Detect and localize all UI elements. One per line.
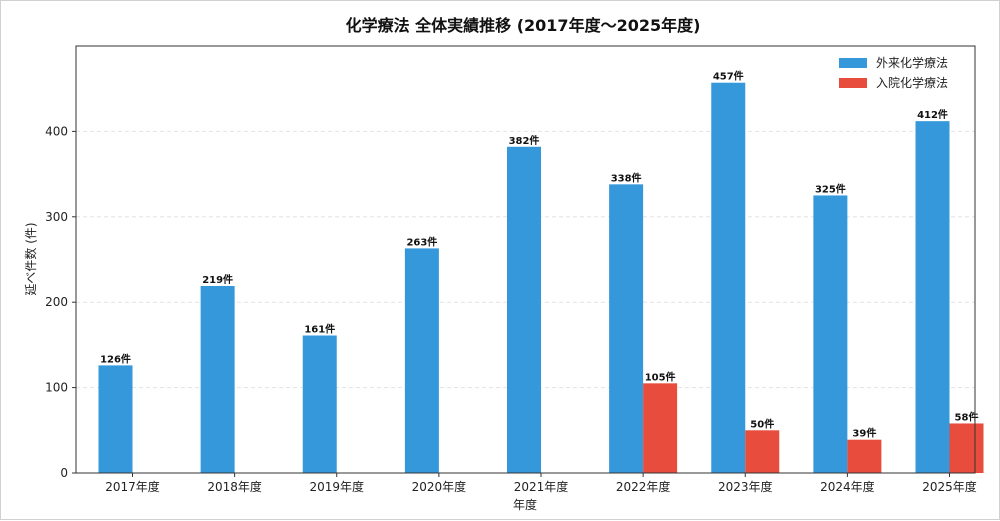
x-tick-label: 2018年度 xyxy=(207,479,262,494)
x-tick-label: 2019年度 xyxy=(309,479,364,494)
bar-外来化学療法-2020年度 xyxy=(404,248,439,473)
bar-入院化学療法-2022年度 xyxy=(643,383,678,473)
x-axis-label: 年度 xyxy=(513,497,537,512)
bar-value-label: 105件 xyxy=(645,370,676,383)
bar-外来化学療法-2023年度 xyxy=(711,82,746,474)
legend-swatch xyxy=(839,58,867,68)
y-tick-label: 300 xyxy=(45,210,68,224)
x-tick-label: 2025年度 xyxy=(922,479,977,494)
bar-value-label: 219件 xyxy=(202,273,233,286)
bar-外来化学療法-2024年度 xyxy=(813,195,848,473)
legend-label: 入院化学療法 xyxy=(876,75,948,90)
bar-value-label: 161件 xyxy=(304,323,335,336)
y-axis-ticks: 0 100 200 300 400 xyxy=(45,124,76,480)
y-tick-label: 100 xyxy=(45,381,68,395)
y-tick-label: 0 xyxy=(60,466,68,480)
bar-value-label: 412件 xyxy=(917,108,948,121)
y-tick-label: 200 xyxy=(45,295,68,309)
bar-外来化学療法-2018年度 xyxy=(200,285,235,473)
bar-value-label: 58件 xyxy=(955,410,979,423)
plot-area xyxy=(75,45,976,474)
y-axis-label: 延べ件数 (件) xyxy=(23,222,38,295)
bar-value-label: 50件 xyxy=(750,417,774,430)
x-tick-label: 2021年度 xyxy=(514,479,569,494)
x-tick-label: 2022年度 xyxy=(616,479,671,494)
bar-value-label: 382件 xyxy=(509,134,540,147)
legend-label: 外来化学療法 xyxy=(876,55,948,70)
bar-value-label: 39件 xyxy=(852,427,876,440)
y-tick-label: 400 xyxy=(45,124,68,138)
x-tick-label: 2020年度 xyxy=(412,479,467,494)
bar-value-label: 263件 xyxy=(406,235,437,248)
legend-swatch xyxy=(839,78,867,88)
bar-value-label: 126件 xyxy=(100,352,131,365)
bar-value-label: 457件 xyxy=(713,70,744,83)
bar-value-label: 338件 xyxy=(611,171,642,184)
bar-外来化学療法-2025年度 xyxy=(915,121,950,473)
x-tick-label: 2017年度 xyxy=(105,479,160,494)
x-tick-label: 2024年度 xyxy=(820,479,875,494)
x-tick-label: 2023年度 xyxy=(718,479,773,494)
bar-入院化学療法-2023年度 xyxy=(745,430,780,473)
bar-外来化学療法-2021年度 xyxy=(507,146,541,473)
bar-value-labels: 126件 219件 161件 263件 382件 338件 105件 457件 50件 325件 3… xyxy=(100,70,978,440)
bar-入院化学療法-2024年度 xyxy=(847,439,882,473)
bar-外来化学療法-2022年度 xyxy=(609,184,644,473)
bar-外来化学療法-2019年度 xyxy=(302,335,337,473)
bars xyxy=(98,82,984,474)
bar-外来化学療法-2017年度 xyxy=(98,365,133,473)
x-axis-ticks: 2017年度 2018年度 2019年度 2020年度 2021年度 2022年度 2023… xyxy=(105,473,977,494)
bar-入院化学療法-2025年度 xyxy=(949,423,984,473)
chart-title: 化学療法 全体実績推移 (2017年度〜2025年度) xyxy=(346,16,701,35)
bar-value-label: 325件 xyxy=(815,182,846,195)
